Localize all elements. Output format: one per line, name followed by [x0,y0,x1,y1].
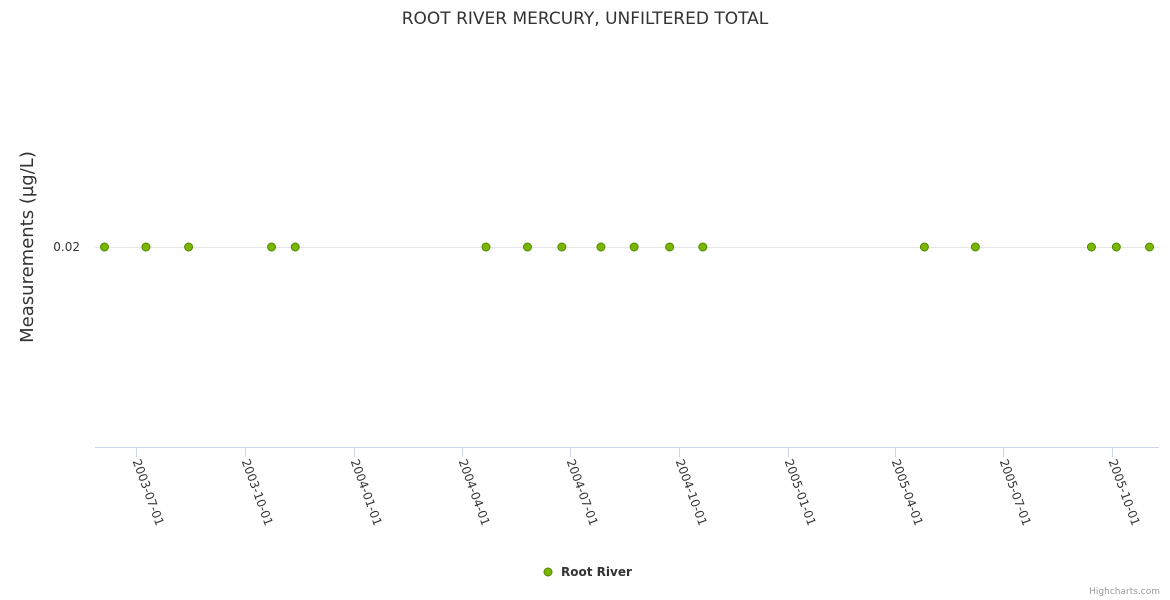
x-tick-label: 2004-01-01 [348,457,385,527]
data-point[interactable] [99,242,109,252]
data-point[interactable] [1145,242,1155,252]
data-point[interactable] [665,242,675,252]
data-point[interactable] [481,242,491,252]
legend-item-root-river[interactable]: Root River [543,565,632,579]
data-point[interactable] [698,242,708,252]
x-tick-label: 2003-10-01 [239,457,276,527]
x-tick-label: 2003-07-01 [130,457,167,527]
data-point[interactable] [557,242,567,252]
x-tick-label: 2005-10-01 [1106,457,1143,527]
legend-label: Root River [561,565,632,579]
highcharts-credit[interactable]: Highcharts.com [1089,587,1160,597]
x-tick-label: 2005-04-01 [889,457,926,527]
x-tick-label: 2004-04-01 [456,457,493,527]
x-tick-label: 2004-07-01 [564,457,601,527]
x-tick-label: 2005-07-01 [997,457,1034,527]
data-point[interactable] [629,242,639,252]
legend-marker [543,567,553,577]
x-tick-label: 2005-01-01 [782,457,819,527]
x-tick-label: 2004-10-01 [673,457,710,527]
y-axis-label: Measurements (µg/L) [17,151,38,343]
data-point[interactable] [290,242,300,252]
data-point[interactable] [141,242,151,252]
data-point[interactable] [267,242,277,252]
data-point[interactable] [596,242,606,252]
data-point[interactable] [919,242,929,252]
data-point[interactable] [184,242,194,252]
data-point[interactable] [522,242,532,252]
data-point[interactable] [970,242,980,252]
y-tick-label: 0.02 [53,240,80,254]
data-point[interactable] [1086,242,1096,252]
data-point[interactable] [1111,242,1121,252]
chart-title: ROOT RIVER MERCURY, UNFILTERED TOTAL [402,9,769,29]
